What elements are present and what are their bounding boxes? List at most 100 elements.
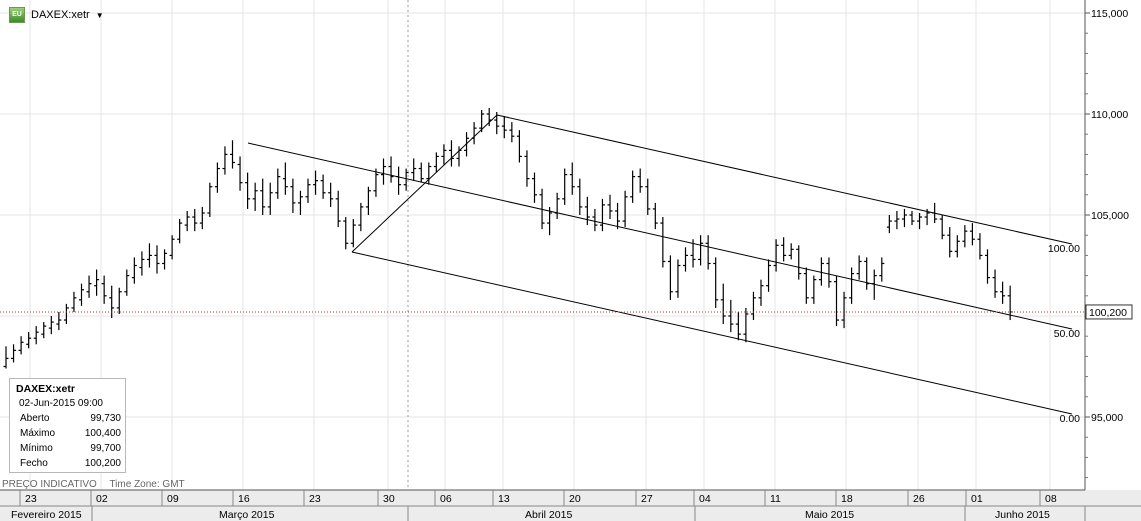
ohlc-bar <box>18 336 24 355</box>
channel-upper-line <box>496 114 1073 245</box>
ohlc-bar <box>615 202 621 230</box>
ohlc-bar <box>184 210 190 232</box>
ohlc-bar <box>592 208 598 232</box>
price-tick-label: 115,000 <box>1091 8 1128 20</box>
current-price-tag <box>1085 304 1133 320</box>
ohlc-bar <box>101 275 107 304</box>
row-value: 100,400 <box>84 428 121 439</box>
ohlc-bar <box>403 168 409 191</box>
ohlc-bar <box>381 158 386 185</box>
day-tick-label: 26 <box>913 493 925 505</box>
time-axis: 23 02 09 16 23 30 06 13 20 27 04 11 18 26 01 08 Fevereir… <box>0 489 1141 521</box>
day-tick-label: 04 <box>699 493 711 505</box>
current-price-label: 100,200 <box>1089 307 1127 319</box>
row-label: Fecho <box>20 458 48 469</box>
ohlc-bar <box>675 259 681 298</box>
ohlc-bar <box>652 202 658 230</box>
ohlc-bar <box>116 287 122 314</box>
symbol-name[interactable]: DAXEX:xetr <box>31 9 90 21</box>
ohlc-bar <box>818 257 824 286</box>
data-window-row: Mínimo 99,700 <box>20 443 121 454</box>
ohlc-bar <box>343 217 349 250</box>
month-label: Junho 2015 <box>995 509 1050 521</box>
month-label: Fevereiro 2015 <box>11 509 82 521</box>
ohlc-bar <box>954 235 960 258</box>
ohlc-bar <box>645 178 651 215</box>
ohlc-bar <box>177 219 183 244</box>
ohlc-bar <box>992 269 998 298</box>
row-label: Máximo <box>20 428 56 439</box>
ohlc-bar <box>411 158 417 181</box>
ohlc-bar <box>245 172 251 209</box>
day-tick-label: 09 <box>167 493 179 505</box>
ohlc-bar <box>667 255 673 300</box>
ohlc-bar <box>547 206 553 236</box>
day-tick-label: 23 <box>25 493 37 505</box>
chart-header: EU DAXEX:xetr ▼ <box>9 7 104 23</box>
ohlc-bar <box>154 245 160 274</box>
fib-level-label: 0.00 <box>1060 413 1081 425</box>
price-tick-label: 95,000 <box>1091 412 1123 424</box>
ohlc-bar <box>947 227 953 258</box>
ohlc-bar <box>456 146 462 167</box>
ohlc-bar <box>977 233 983 260</box>
price-tick-label: 110,000 <box>1091 109 1128 121</box>
ohlc-bar <box>109 285 115 319</box>
ohlc-bar <box>788 243 794 260</box>
ohlc-bar <box>554 192 560 220</box>
ohlc-bar <box>479 109 485 133</box>
ohlc-bar <box>41 322 47 339</box>
ohlc-bar <box>728 299 734 333</box>
ohlc-bar <box>169 235 175 260</box>
ohlc-bar <box>350 219 356 248</box>
ohlc-bar <box>388 156 394 183</box>
ohlc-bar <box>705 235 711 270</box>
ohlc-bar <box>418 162 424 183</box>
ohlc-bar <box>856 255 862 280</box>
ohlc-bar <box>962 225 968 248</box>
ohlc-bar <box>539 188 545 230</box>
day-tick-label: 06 <box>440 493 452 505</box>
ohlc-bar <box>1000 281 1006 304</box>
ohlc-bar <box>192 208 198 232</box>
month-label: Abril 2015 <box>525 509 572 521</box>
day-tick-label: 18 <box>841 493 853 505</box>
tradestation-chart-icon[interactable]: EU <box>9 7 25 23</box>
ohlc-bar <box>532 172 537 203</box>
ohlc-bar <box>811 275 817 304</box>
ohlc-bar <box>79 283 84 306</box>
chart-grid <box>0 0 1085 490</box>
data-window-row: Fecho 100,200 <box>20 458 121 469</box>
ohlc-bar <box>569 162 575 195</box>
ohlc-bar <box>56 311 62 331</box>
ohlc-bar <box>939 215 945 240</box>
ohlc-bar <box>260 178 266 215</box>
ohlc-bar <box>297 190 303 215</box>
day-tick-label: 11 <box>770 493 781 505</box>
caret-down-icon[interactable]: ▼ <box>95 10 104 20</box>
ohlc-bar <box>524 150 530 187</box>
day-tick-label: 23 <box>309 493 321 505</box>
ohlc-bar <box>607 194 613 220</box>
channel-anchor-line <box>351 114 498 253</box>
ohlc-bar <box>86 275 92 298</box>
ohlc-bar <box>320 174 326 199</box>
ohlc-bar <box>365 186 371 215</box>
day-tick-label: 16 <box>238 493 250 505</box>
ohlc-bar <box>924 208 930 226</box>
ohlc-bar <box>26 332 32 349</box>
price-bars <box>3 107 1013 369</box>
ohlc-bar <box>637 168 643 193</box>
ohlc-bar <box>985 249 990 284</box>
ohlc-bar <box>267 182 273 215</box>
ohlc-bar <box>396 166 402 195</box>
ohlc-bar <box>162 249 168 270</box>
ohlc-bar <box>690 239 696 268</box>
price-tick-label: 105,000 <box>1091 210 1129 222</box>
row-value: 99,730 <box>90 413 121 424</box>
ohlc-bar <box>622 190 628 228</box>
ohlc-bar <box>11 344 17 363</box>
ohlc-bar <box>969 223 975 246</box>
ohlc-bar <box>207 182 213 218</box>
